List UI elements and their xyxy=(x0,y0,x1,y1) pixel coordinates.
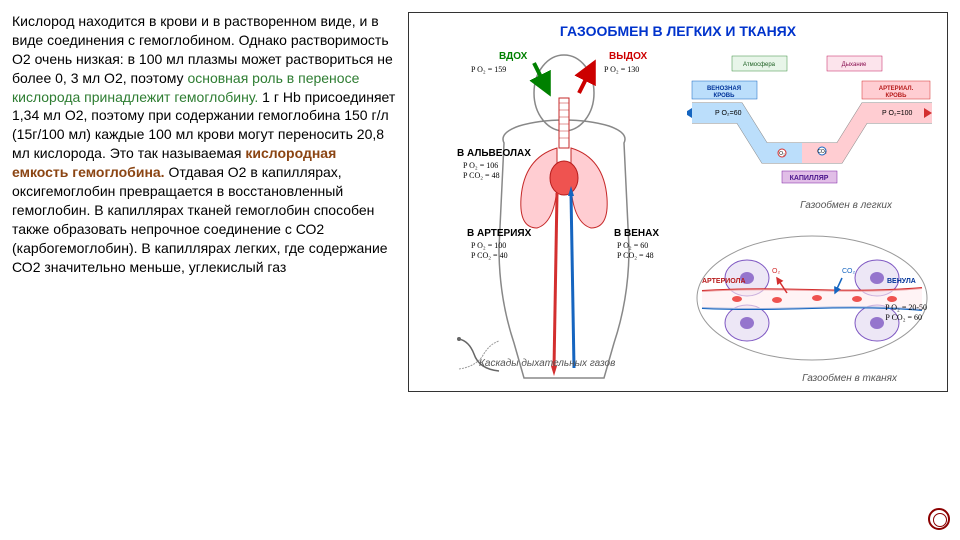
svg-text:P O₂=100: P O₂=100 xyxy=(882,110,913,117)
gas-exchange-diagram: ГАЗООБМЕН В ЛЕГКИХ И ТКАНЯХ xyxy=(408,12,948,392)
cascade-curve-svg xyxy=(454,329,504,379)
svg-text:АРТЕРИОЛА: АРТЕРИОЛА xyxy=(702,278,746,285)
svg-text:ВЕНОЗНАЯ: ВЕНОЗНАЯ xyxy=(707,86,741,92)
label-veins: В ВЕНАХ xyxy=(614,228,659,239)
svg-text:CO₂: CO₂ xyxy=(842,268,856,275)
po2-art2: P CO₂ = 40 xyxy=(471,251,508,260)
po2-exhale: P O₂ = 130 xyxy=(604,65,639,74)
svg-text:O₂: O₂ xyxy=(779,151,785,157)
po2-tissue2: P CO₂ = 60 xyxy=(885,313,922,322)
text-part-3: Отдавая О2 в капиллярах, оксигемоглобин … xyxy=(12,164,388,274)
svg-text:КРОВЬ: КРОВЬ xyxy=(714,93,736,99)
svg-text:O₂: O₂ xyxy=(772,268,780,275)
svg-text:КАПИЛЛЯР: КАПИЛЛЯР xyxy=(790,175,829,182)
po2-tissue1: P O₂ = 20-50 xyxy=(885,303,927,312)
diagram-title: ГАЗООБМЕН В ЛЕГКИХ И ТКАНЯХ xyxy=(409,23,947,39)
svg-text:Атмосфера: Атмосфера xyxy=(743,62,776,68)
label-inhale: ВДОХ xyxy=(499,51,527,62)
po2-vein2: P CO₂ = 48 xyxy=(617,251,654,260)
main-text: Кислород находится в крови и в растворен… xyxy=(12,12,396,528)
svg-text:P O₂=60: P O₂=60 xyxy=(715,110,742,117)
subcaption-tissue: Газообмен в тканях xyxy=(802,373,897,384)
label-alveoli: В АЛЬВЕОЛАХ xyxy=(457,148,531,159)
svg-text:КРОВЬ: КРОВЬ xyxy=(886,93,908,99)
po2-inhale: P O₂ = 159 xyxy=(471,65,506,74)
po2-alv2: P CO₂ = 48 xyxy=(463,171,500,180)
subcaption-lung: Газообмен в легких xyxy=(800,200,892,211)
svg-text:АРТЕРИАЛ.: АРТЕРИАЛ. xyxy=(879,86,914,92)
page-decoration-icon xyxy=(928,508,950,530)
diagram-column: ГАЗООБМЕН В ЛЕГКИХ И ТКАНЯХ xyxy=(408,12,948,528)
label-exhale: ВЫДОХ xyxy=(609,51,647,62)
svg-text:ВЕНУЛА: ВЕНУЛА xyxy=(887,278,916,285)
svg-text:Дыхание: Дыхание xyxy=(842,62,867,68)
subcaption-cascade: Каскады дыхательных газов xyxy=(479,358,615,369)
po2-alv1: P O₂ = 106 xyxy=(463,161,498,170)
po2-art1: P O₂ = 100 xyxy=(471,241,506,250)
po2-vein1: P O₂ = 60 xyxy=(617,241,648,250)
label-artery: В АРТЕРИЯХ xyxy=(467,228,531,239)
lung-exchange-svg: ВЕНОЗНАЯ КРОВЬ АРТЕРИАЛ. КРОВЬ P O₂=60 P… xyxy=(687,53,937,198)
svg-text:CO₂: CO₂ xyxy=(817,149,827,155)
